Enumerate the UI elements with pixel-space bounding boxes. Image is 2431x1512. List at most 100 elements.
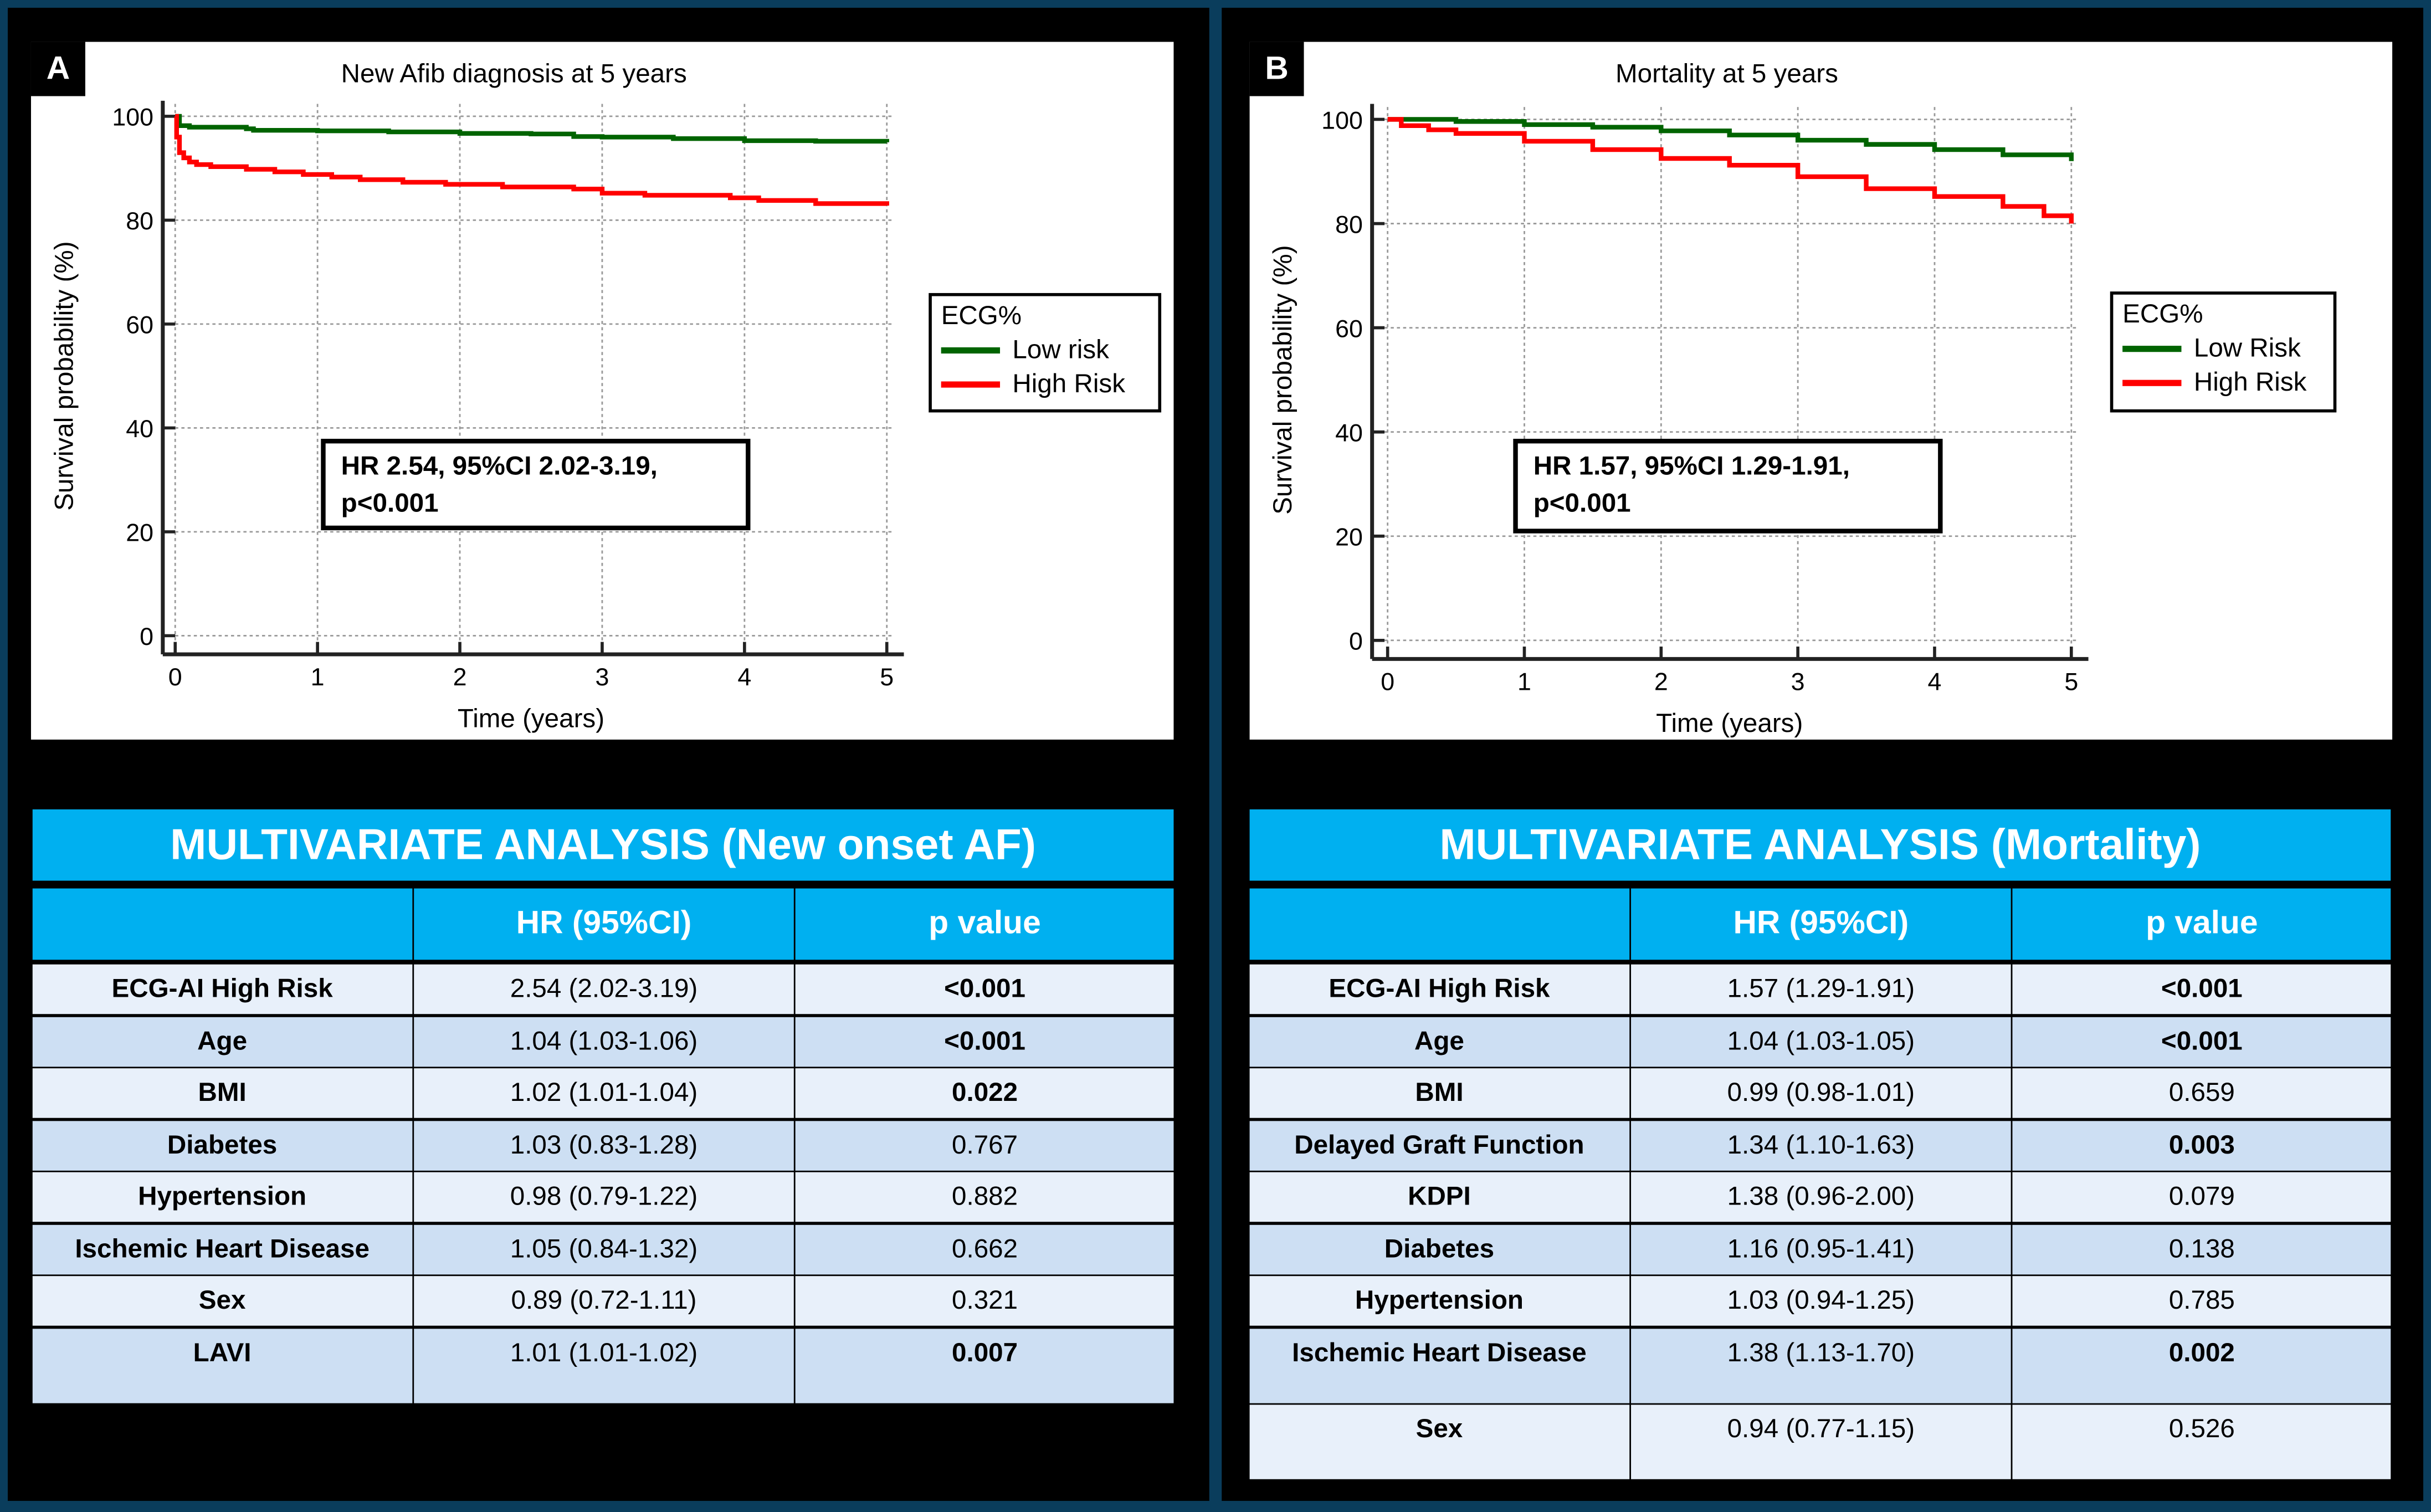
- legend-label: High Risk: [1012, 369, 1126, 399]
- table-row: KDPI 1.38 (0.96-2.00) 0.079: [1249, 1172, 2391, 1222]
- y-tick-label: 60: [1335, 315, 1363, 342]
- hr-cell: 0.89 (0.72-1.11): [413, 1276, 794, 1326]
- x-tick-label: 0: [168, 663, 182, 691]
- x-axis-label: Time (years): [458, 704, 604, 733]
- x-tick-label: 2: [1654, 668, 1668, 695]
- variable-cell: BMI: [32, 1068, 412, 1118]
- low-risk-curve: [1387, 117, 2074, 161]
- variable-cell: ECG-AI High Risk: [1249, 964, 1629, 1014]
- hr-cell: 1.04 (1.03-1.05): [1630, 1016, 2012, 1066]
- variable-cell: Diabetes: [32, 1120, 412, 1170]
- p-value-cell: 0.767: [796, 1120, 1174, 1170]
- x-tick-label: 4: [737, 663, 751, 691]
- table-title: MULTIVARIATE ANALYSIS (New onset AF): [32, 809, 1174, 881]
- table-row: Sex 0.89 (0.72-1.11) 0.321: [32, 1276, 1174, 1326]
- p-value-cell: 0.662: [796, 1224, 1174, 1274]
- legend-item-high: High Risk: [941, 367, 1149, 402]
- table-row: Age 1.04 (1.03-1.05) <0.001: [1249, 1016, 2391, 1066]
- legend: ECG% Low Risk High Risk: [2110, 291, 2337, 413]
- legend-swatch: [2122, 346, 2182, 352]
- p-text: p<0.001: [1533, 488, 1631, 518]
- p-text: p<0.001: [341, 488, 439, 518]
- variable-cell: Diabetes: [1249, 1224, 1629, 1274]
- x-tick-label: 3: [1791, 668, 1805, 695]
- column-header: p value: [2013, 888, 2391, 960]
- high-risk-curve: [1387, 117, 2074, 224]
- table-row: Delayed Graft Function 1.34 (1.10-1.63) 0.…: [1249, 1120, 2391, 1170]
- hr-cell: 1.01 (1.01-1.02): [413, 1328, 794, 1403]
- legend-swatch: [941, 347, 1001, 354]
- legend-label: High Risk: [2193, 367, 2307, 397]
- variable-cell: LAVI: [32, 1328, 412, 1403]
- hr-cell: 0.99 (0.98-1.01): [1630, 1068, 2012, 1118]
- x-tick-label: 4: [1928, 668, 1942, 695]
- variable-cell: Age: [1249, 1016, 1629, 1066]
- p-value-cell: 0.321: [796, 1276, 1174, 1326]
- legend-item-low: Low risk: [941, 334, 1149, 368]
- y-tick-label: 20: [1335, 524, 1363, 551]
- table-header-row: HR (95%CI) p value: [32, 888, 1174, 960]
- table-row: ECG-AI High Risk 2.54 (2.02-3.19) <0.001: [32, 964, 1174, 1014]
- column-header: p value: [796, 888, 1174, 960]
- x-tick-label: 2: [453, 663, 467, 691]
- table-row: Ischemic Heart Disease 1.38 (1.13-1.70) 0.…: [1249, 1328, 2391, 1403]
- y-tick-label: 40: [1335, 419, 1363, 447]
- panel-letter: B: [1249, 42, 1304, 96]
- table-row: BMI 0.99 (0.98-1.01) 0.659: [1249, 1068, 2391, 1118]
- x-tick-label: 5: [880, 663, 894, 691]
- y-tick-label: 0: [1349, 628, 1363, 655]
- p-value-cell: 0.526: [2013, 1405, 2391, 1479]
- x-tick-label: 1: [1517, 668, 1531, 695]
- multivariate-table-mortality: MULTIVARIATE ANALYSIS (Mortality) HR (95…: [1249, 809, 2391, 1479]
- p-value-cell: 0.022: [796, 1068, 1174, 1118]
- table-row: Hypertension 1.03 (0.94-1.25) 0.785: [1249, 1276, 2391, 1326]
- hr-cell: 1.38 (1.13-1.70): [1630, 1328, 2012, 1403]
- table-row: Diabetes 1.16 (0.95-1.41) 0.138: [1249, 1224, 2391, 1274]
- hr-annotation: HR 2.54, 95%CI 2.02-3.19, p<0.001: [321, 438, 751, 531]
- km-chart-mortality: 0 1 2 3 4 5 0 20 40 60 80 100 Time (years) Survival p…: [1249, 42, 2393, 740]
- p-value-cell: 0.007: [796, 1328, 1174, 1403]
- p-value-cell: 0.002: [2013, 1328, 2391, 1403]
- variable-cell: BMI: [1249, 1068, 1629, 1118]
- low-risk-curve: [175, 114, 889, 144]
- km-chart-afib: 0 1 2 3 4 5 0 20 40 60 80 100 Time (years) Survival p…: [30, 42, 1174, 740]
- high-risk-curve: [174, 114, 889, 206]
- column-header: HR (95%CI): [413, 888, 794, 960]
- p-value-cell: <0.001: [2013, 964, 2391, 1014]
- p-value-cell: <0.001: [2013, 1016, 2391, 1066]
- chart-title: New Afib diagnosis at 5 years: [341, 59, 687, 89]
- x-tick-label: 0: [1381, 668, 1394, 695]
- variable-cell: Hypertension: [32, 1172, 412, 1222]
- table-row: LAVI 1.01 (1.01-1.02) 0.007: [32, 1328, 1174, 1403]
- x-tick-label: 3: [595, 663, 609, 691]
- table-header-row: HR (95%CI) p value: [1249, 888, 2391, 960]
- hr-cell: 1.02 (1.01-1.04): [413, 1068, 794, 1118]
- table-row: Ischemic Heart Disease 1.05 (0.84-1.32) 0.…: [32, 1224, 1174, 1274]
- y-axis-label: Survival probability (%): [50, 241, 79, 510]
- column-header: [32, 888, 412, 960]
- y-tick-label: 20: [126, 519, 153, 547]
- p-value-cell: <0.001: [796, 964, 1174, 1014]
- legend-swatch: [2122, 380, 2182, 386]
- legend-item-high: High Risk: [2122, 366, 2324, 400]
- hr-cell: 1.16 (0.95-1.41): [1630, 1224, 2012, 1274]
- table-row: Hypertension 0.98 (0.79-1.22) 0.882: [32, 1172, 1174, 1222]
- legend-label: Low risk: [1012, 335, 1109, 365]
- y-axis-label: Survival probability (%): [1268, 245, 1297, 514]
- hr-text: HR 2.54, 95%CI 2.02-3.19,: [341, 451, 658, 481]
- hr-cell: 1.34 (1.10-1.63): [1630, 1120, 2012, 1170]
- variable-cell: Hypertension: [1249, 1276, 1629, 1326]
- hr-cell: 2.54 (2.02-3.19): [413, 964, 794, 1014]
- variable-cell: ECG-AI High Risk: [32, 964, 412, 1014]
- variable-cell: Ischemic Heart Disease: [32, 1224, 412, 1274]
- legend-title: ECG%: [941, 300, 1022, 331]
- hr-annotation: HR 1.57, 95%CI 1.29-1.91, p<0.001: [1513, 438, 1943, 534]
- hr-cell: 1.57 (1.29-1.91): [1630, 964, 2012, 1014]
- p-value-cell: 0.003: [2013, 1120, 2391, 1170]
- km-plot-mortality: 0 1 2 3 4 5 0 20 40 60 80 100 Time (years) Survival p…: [1268, 104, 2089, 738]
- table-row: Diabetes 1.03 (0.83-1.28) 0.767: [32, 1120, 1174, 1170]
- legend-label: Low Risk: [2193, 333, 2301, 363]
- legend-item-low: Low Risk: [2122, 332, 2324, 366]
- p-value-cell: 0.079: [2013, 1172, 2391, 1222]
